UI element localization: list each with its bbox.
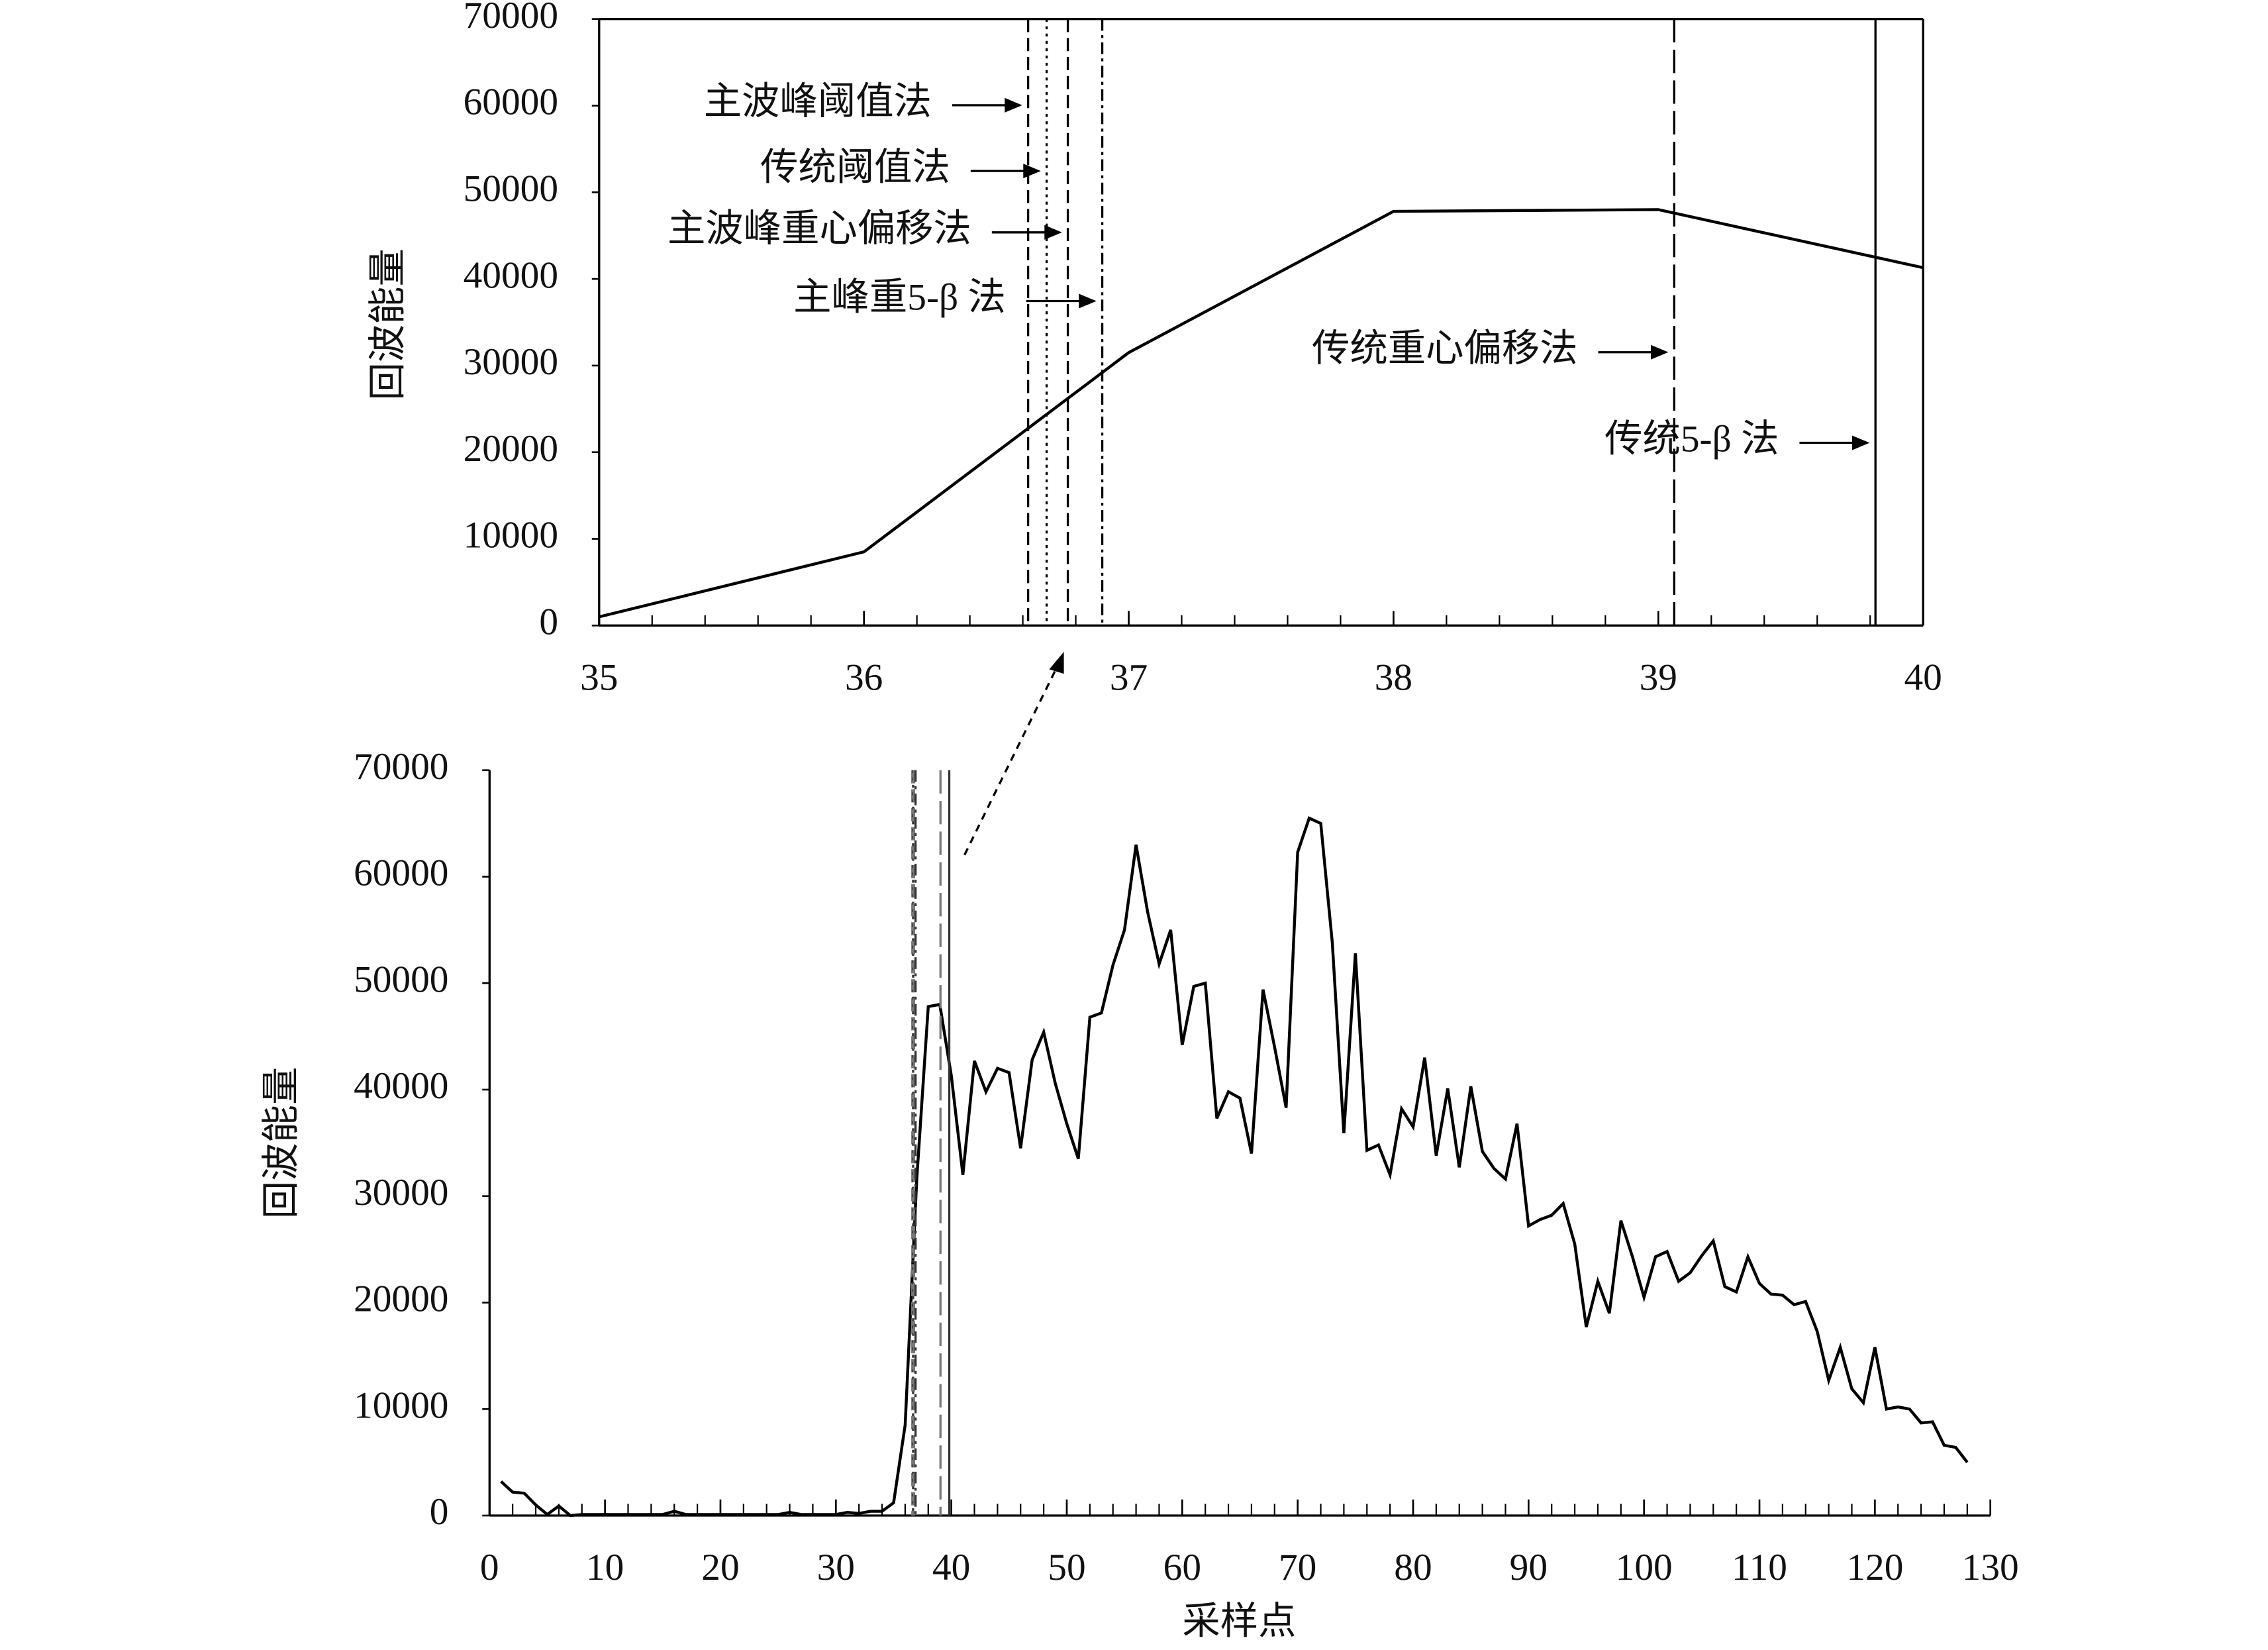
x-tick-label: 110 [1732, 1547, 1787, 1588]
x-tick-label: 100 [1616, 1547, 1673, 1588]
x-tick-label: 130 [1962, 1547, 2019, 1588]
y-tick-label: 50000 [464, 168, 558, 209]
y-tick-label: 50000 [354, 958, 448, 1000]
y-tick-label: 20000 [464, 428, 558, 470]
y-tick-label: 0 [430, 1491, 449, 1533]
y-tick-label: 10000 [464, 515, 558, 556]
x-tick-label: 37 [1110, 656, 1148, 698]
x-tick-label: 40 [932, 1547, 970, 1588]
y-axis-label: 回波能量 [368, 248, 409, 400]
x-tick-label: 39 [1640, 656, 1677, 698]
y-tick-label: 70000 [354, 746, 448, 788]
x-tick-label: 38 [1375, 656, 1412, 698]
data-line [599, 208, 1924, 619]
x-tick-label: 80 [1394, 1547, 1432, 1588]
x-tick-label: 30 [817, 1547, 855, 1588]
method-arrowhead [1079, 293, 1097, 309]
method-arrowhead [1005, 97, 1022, 113]
zoom-connector [963, 664, 1060, 856]
y-axis-label: 回波能量 [260, 1067, 302, 1219]
x-tick-label: 70 [1279, 1547, 1316, 1588]
data-line [500, 816, 1969, 1518]
method-label: 主波峰阈值法 [704, 81, 932, 123]
y-tick-label: 40000 [464, 254, 558, 296]
x-tick-label: 35 [580, 656, 618, 698]
x-tick-label: 36 [845, 656, 883, 698]
x-tick-label: 50 [1048, 1547, 1085, 1588]
x-tick-label: 40 [1904, 656, 1942, 698]
x-tick-label: 20 [701, 1547, 739, 1588]
zoom-arrowhead [1049, 652, 1064, 674]
y-tick-label: 20000 [354, 1278, 448, 1320]
method-label: 传统阈值法 [760, 146, 950, 188]
method-label: 主波峰重心偏移法 [667, 208, 971, 250]
x-tick-label: 0 [480, 1547, 499, 1588]
y-tick-label: 30000 [354, 1172, 448, 1213]
method-arrowhead [1023, 164, 1041, 179]
method-arrowhead [1650, 344, 1669, 360]
y-tick-label: 60000 [354, 852, 448, 894]
x-axis-label: 采样点 [1182, 1601, 1296, 1643]
x-tick-label: 120 [1846, 1547, 1903, 1588]
y-tick-label: 70000 [464, 0, 558, 36]
y-tick-label: 60000 [464, 81, 558, 123]
y-tick-label: 40000 [354, 1065, 448, 1107]
y-tick-label: 0 [539, 601, 558, 643]
x-tick-label: 10 [586, 1547, 624, 1588]
x-tick-label: 90 [1510, 1547, 1548, 1588]
method-label: 主峰重5-β 法 [793, 277, 1006, 319]
method-label: 传统5-β 法 [1604, 419, 1779, 460]
x-tick-label: 60 [1163, 1547, 1201, 1588]
method-label: 传统重心偏移法 [1312, 328, 1578, 370]
y-tick-label: 10000 [354, 1384, 448, 1426]
method-arrowhead [1851, 435, 1870, 450]
method-arrowhead [1044, 225, 1062, 240]
y-tick-label: 30000 [464, 341, 558, 383]
